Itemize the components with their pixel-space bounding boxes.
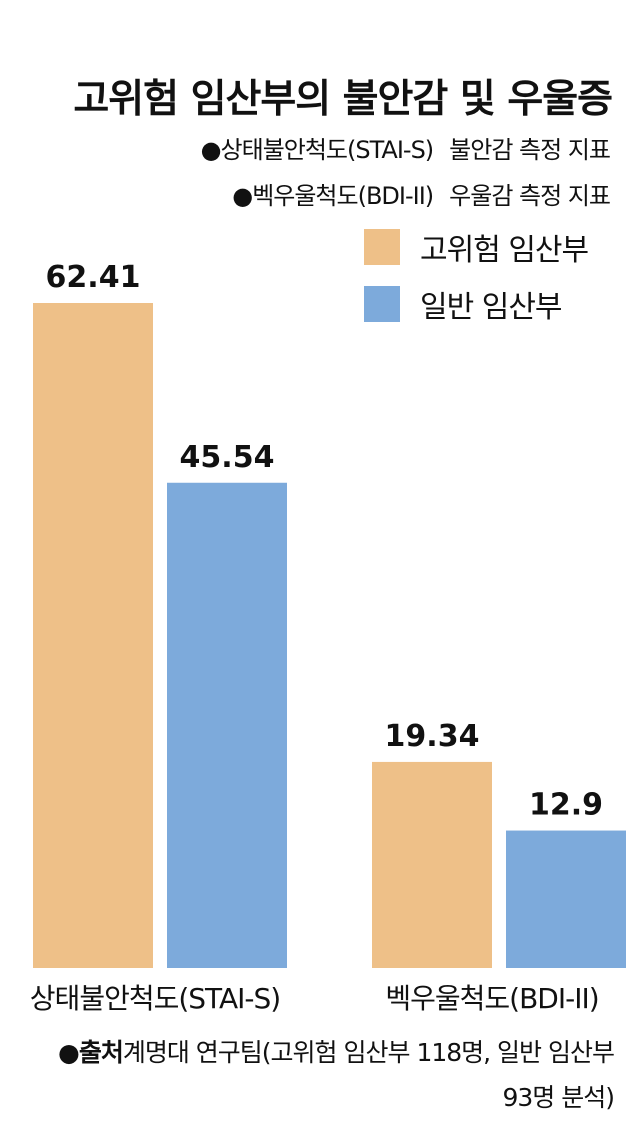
bar-stai-high-risk [33,303,153,968]
legend-swatch-high-risk [364,229,400,265]
note-stai: ●상태불안척도(STAI-S) 불안감 측정 지표 [200,130,611,165]
bar-stai-general [167,482,287,968]
source-label: ●출처 [58,1038,124,1067]
legend-label-general: 일반 임산부 [420,290,563,325]
bar-bdi-high-risk [372,761,492,968]
legend-swatch-general [364,286,400,322]
data-label-stai-general: 45.54 [180,440,275,475]
source-text: 계명대 연구팀(고위험 임산부 118명, 일반 임산부 93명 분석) [122,1038,615,1112]
data-label-stai-high-risk: 62.41 [46,260,141,295]
chart-title: 고위험 임산부의 불안감 및 우울증 [73,77,613,122]
category-label-bdi: 벡우울척도(BDI-II) [385,982,598,1015]
note-bdi: ●벡우울척도(BDI-II) 우울감 측정 지표 [232,176,611,211]
note-stai-term: ●상태불안척도(STAI-S) [200,136,435,164]
data-label-bdi-general: 12.9 [529,788,603,823]
note-bdi-desc: 우울감 측정 지표 [449,182,611,210]
legend-label-high-risk: 고위험 임산부 [420,233,589,268]
source-note: ●출처계명대 연구팀(고위험 임산부 118명, 일반 임산부 93명 분석) [54,1030,615,1120]
data-label-bdi-high-risk: 19.34 [385,719,480,754]
note-stai-desc: 불안감 측정 지표 [449,136,611,164]
legend-item-high-risk: 고위험 임산부 [364,225,589,269]
category-label-stai: 상태불안척도(STAI-S) [30,982,280,1015]
note-bdi-term: ●벡우울척도(BDI-II) [232,182,434,210]
legend-item-general: 일반 임산부 [364,282,563,326]
bar-bdi-general [506,830,626,968]
